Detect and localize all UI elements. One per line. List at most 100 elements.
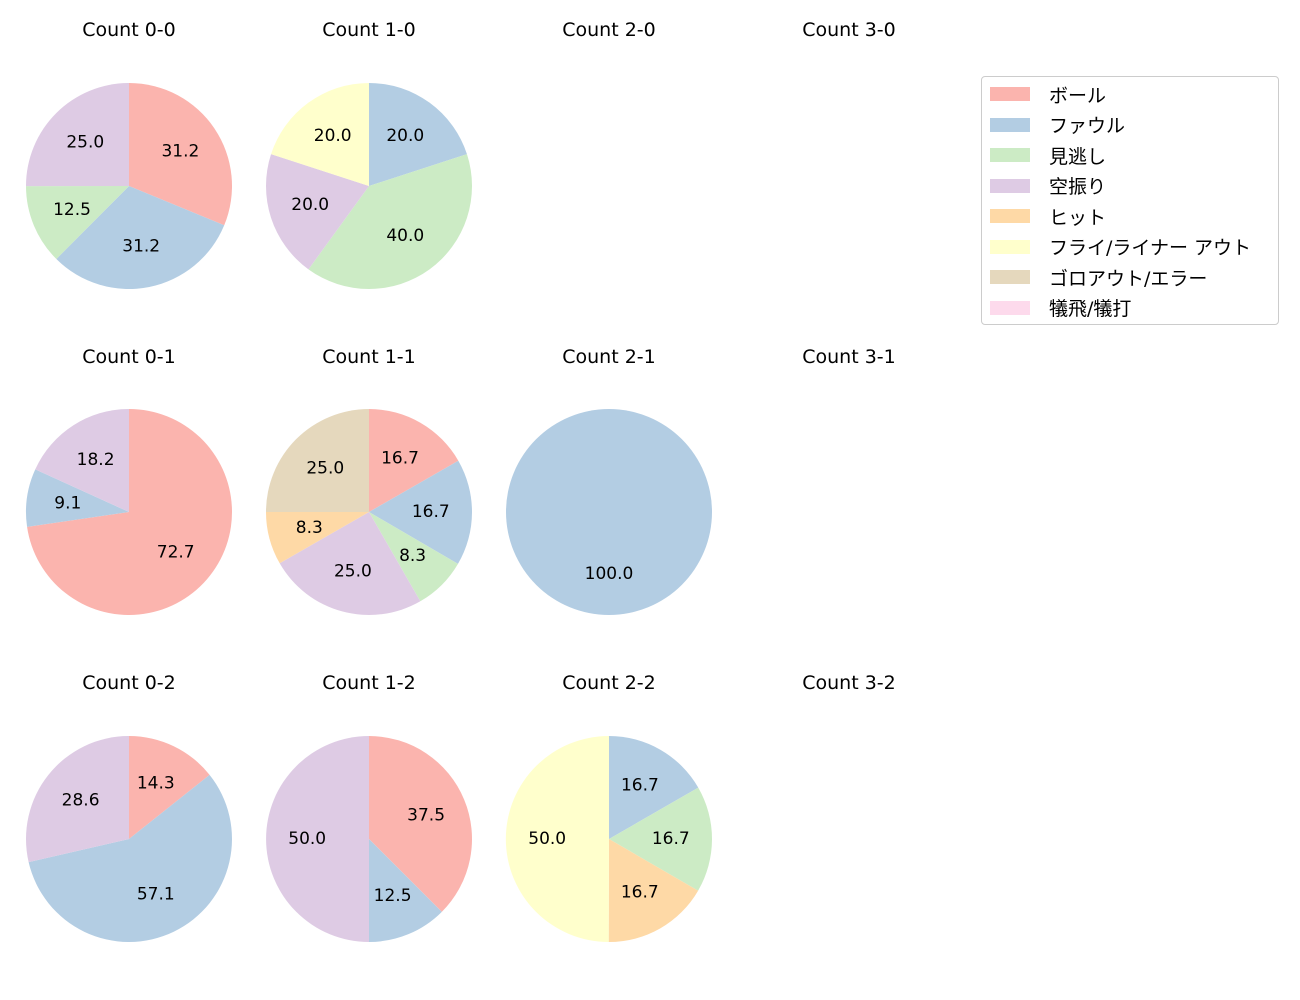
pie-slice (26, 186, 129, 259)
pie (506, 409, 712, 615)
legend-swatch (990, 300, 1030, 315)
legend-label: ボール (1049, 84, 1107, 107)
pie-slice (271, 83, 369, 186)
subplot-title: Count 2-0 (562, 19, 656, 41)
legend-swatch (990, 178, 1030, 193)
pie-slice (28, 774, 232, 942)
subplot-title: Count 1-1 (322, 346, 416, 368)
slice-value-label: 28.6 (62, 791, 100, 811)
legend-swatch (990, 87, 1030, 101)
legend: ボールファウル見逃し空振りヒットフライ/ライナー アウト ゴロアウト/エラー 犠飛/… (981, 76, 1279, 325)
legend-item: 空振り (990, 174, 1106, 198)
legend-swatch (990, 148, 1030, 162)
pie-slice (35, 409, 130, 512)
slice-value-label: 16.7 (412, 502, 450, 522)
slice-value-label: 25.0 (334, 562, 372, 582)
slice-value-label: 18.2 (77, 450, 115, 470)
slice-value-label: 50.0 (528, 829, 566, 849)
legend-item: 見逃し (990, 143, 1107, 168)
slice-value-label: 37.5 (407, 805, 445, 825)
pie-slice (279, 512, 421, 615)
pie-slice (25, 469, 129, 527)
legend-swatch (990, 239, 1030, 254)
slice-value-label: 31.2 (122, 237, 160, 257)
subplot-title: Count 3-1 (802, 346, 896, 368)
pie-slice (369, 460, 472, 564)
slice-value-label: 72.7 (157, 542, 195, 562)
slice-value-label: 8.3 (399, 546, 426, 566)
pie (266, 736, 472, 942)
legend-label: ファウル (1049, 115, 1126, 137)
pie-slice (609, 736, 699, 839)
subplot-title: Count 0-1 (82, 346, 176, 368)
slice-value-label: 20.0 (314, 126, 352, 146)
pie (505, 735, 712, 943)
pie-slice (129, 735, 210, 839)
legend-item: 犠飛/犠打 (990, 296, 1131, 320)
pie-slice (266, 512, 369, 564)
pie-slice (506, 409, 712, 615)
pie (266, 409, 472, 615)
pie-slice (27, 409, 232, 615)
pie-slice (308, 154, 473, 290)
pie (25, 735, 232, 942)
slice-value-label: 20.0 (386, 126, 424, 146)
legend-label: 犠飛/犠打 (1049, 298, 1132, 320)
subplot-title: Count 0-0 (82, 19, 176, 41)
slice-value-label: 16.7 (621, 776, 659, 796)
pie-slice (25, 83, 129, 187)
legend-label: ヒット (1049, 206, 1107, 229)
pie (25, 83, 233, 289)
pie-slice (129, 83, 233, 226)
slice-value-label: 57.1 (137, 885, 175, 905)
legend-swatch (990, 209, 1030, 223)
slice-value-label: 12.5 (53, 200, 91, 220)
pie-slice (369, 409, 459, 512)
pie-slice (56, 186, 225, 289)
slice-value-label: 8.3 (296, 518, 323, 538)
slice-value-label: 12.5 (374, 886, 412, 906)
slice-value-label: 100.0 (585, 564, 634, 584)
subplot-title: Count 2-2 (562, 672, 656, 694)
subplot-title: Count 3-0 (802, 19, 896, 41)
legend-swatch (990, 117, 1030, 132)
slice-value-label: 25.0 (306, 458, 344, 478)
pie-slice (25, 735, 129, 863)
legend-item: ボール (990, 82, 1107, 107)
legend-label: ゴロアウト/エラー (1049, 267, 1208, 290)
pie-slice (265, 154, 369, 270)
legend-item: ヒット (990, 204, 1107, 229)
slice-value-label: 16.7 (621, 883, 659, 903)
pie-slice (369, 736, 472, 912)
pie-slice (505, 735, 609, 942)
subplot-title: Count 1-2 (322, 672, 416, 694)
slice-value-label: 25.0 (66, 132, 104, 152)
legend-item: フライ/ライナー アウト (990, 235, 1251, 259)
subplot-title: Count 3-2 (802, 672, 896, 694)
pie-slice (369, 83, 467, 186)
slice-value-label: 50.0 (288, 829, 326, 849)
slice-value-label: 40.0 (386, 226, 424, 246)
pie-slice (608, 839, 699, 943)
legend-swatch (990, 270, 1030, 284)
legend-label: フライ/ライナー アウト (1049, 237, 1252, 259)
slice-value-label: 16.7 (652, 829, 690, 849)
legend-label: 空振り (1049, 176, 1107, 198)
slice-value-label: 31.2 (161, 142, 199, 162)
slice-value-label: 16.7 (381, 449, 419, 469)
pie-slice (369, 512, 458, 602)
pie-slice (266, 409, 369, 512)
pie-slice (609, 787, 712, 891)
legend-item: ファウル (990, 113, 1125, 137)
slice-value-label: 20.0 (291, 195, 329, 215)
pie-slice (369, 839, 442, 942)
subplot-title: Count 1-0 (322, 19, 416, 41)
slice-value-label: 9.1 (54, 493, 81, 513)
pie (265, 83, 473, 290)
legend-label: 見逃し (1049, 145, 1107, 168)
legend-item: ゴロアウト/エラー (990, 265, 1208, 290)
slice-value-label: 14.3 (137, 773, 175, 793)
subplot-title: Count 2-1 (562, 346, 656, 368)
pie (25, 409, 232, 615)
